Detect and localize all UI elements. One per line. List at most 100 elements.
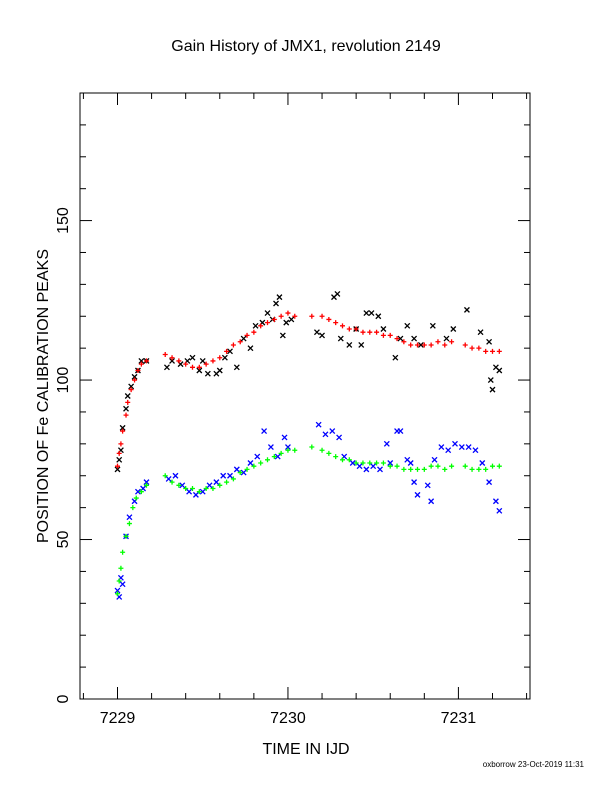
data-point [252,322,259,329]
data-point [163,364,170,371]
data-point [116,450,122,456]
data-point [326,450,332,456]
data-point [319,313,325,319]
data-point [123,405,129,412]
data-point [421,342,427,348]
data-point [119,581,126,588]
data-point [203,361,209,367]
data-point [276,294,283,301]
data-point [186,488,193,495]
data-point [128,383,135,390]
data-point [462,463,468,469]
data-point [462,342,468,348]
data-point [265,457,270,463]
data-point [387,463,393,469]
data-point [292,447,298,453]
data-point [251,463,257,469]
data-point [428,498,435,505]
data-point [442,342,448,348]
data-point [183,361,189,367]
data-point [230,476,236,482]
data-point [125,399,131,405]
data-point [221,354,228,361]
data-point [196,367,203,374]
data-point [135,367,141,373]
data-point [240,335,247,342]
axis-ticks [80,92,530,700]
data-point [368,310,375,317]
data-point [472,447,479,454]
data-point [435,339,441,345]
data-point [210,485,216,491]
data-point [360,329,366,335]
data-point [244,466,250,472]
data-point [336,434,343,441]
data-point [358,342,365,348]
data-point [189,354,196,361]
data-point [415,342,420,348]
data-point [417,342,424,348]
data-point [179,482,186,489]
data-point [329,428,336,435]
data-point [428,342,434,348]
data-point [340,457,345,463]
data-point [210,358,216,364]
data-point [340,323,345,329]
data-point [408,466,414,472]
data-point [469,345,475,351]
data-point [192,491,199,498]
data-point [244,332,250,338]
data-point [377,466,383,473]
data-point [449,339,455,345]
data-point [492,498,499,505]
data-point [334,290,341,297]
data-point [273,300,279,307]
data-point [443,335,450,342]
data-point [445,447,452,454]
data-point [285,310,291,316]
data-point [496,463,502,469]
data-point [134,488,141,495]
data-point [271,454,277,460]
data-point [397,428,404,435]
data-point [496,507,503,514]
data-point [227,348,233,355]
data-point [138,357,145,364]
x-tick-label: 7230 [270,710,306,727]
y-tick-label: 100 [55,367,72,394]
x-tick-label: 7231 [441,710,477,727]
data-point [278,450,284,456]
footer-credit: oxborrow 23-Oct-2019 11:31 [483,760,585,769]
data-point [414,491,421,498]
data-point [247,345,254,352]
data-point [123,533,129,539]
data-point [429,322,436,329]
data-point [309,313,315,319]
series-2 [114,421,503,600]
data-point [496,348,502,354]
data-point [346,457,352,463]
data-point [411,479,418,486]
data-point [346,326,352,332]
data-marks [114,290,503,600]
data-point [401,339,407,345]
data-point [288,316,295,323]
data-point [118,441,124,447]
data-point [233,364,240,371]
data-point [227,472,233,479]
data-point [483,348,489,354]
data-point [196,364,202,370]
data-point [169,479,175,485]
data-point [487,377,494,384]
data-point [267,444,274,450]
data-point [131,373,138,380]
data-point [130,505,136,511]
data-point [217,355,223,361]
data-point [394,336,400,342]
data-point [115,591,120,597]
data-point [483,466,489,472]
data-point [438,444,445,450]
data-point [370,463,377,470]
data-point [442,466,448,472]
data-point [247,460,254,466]
